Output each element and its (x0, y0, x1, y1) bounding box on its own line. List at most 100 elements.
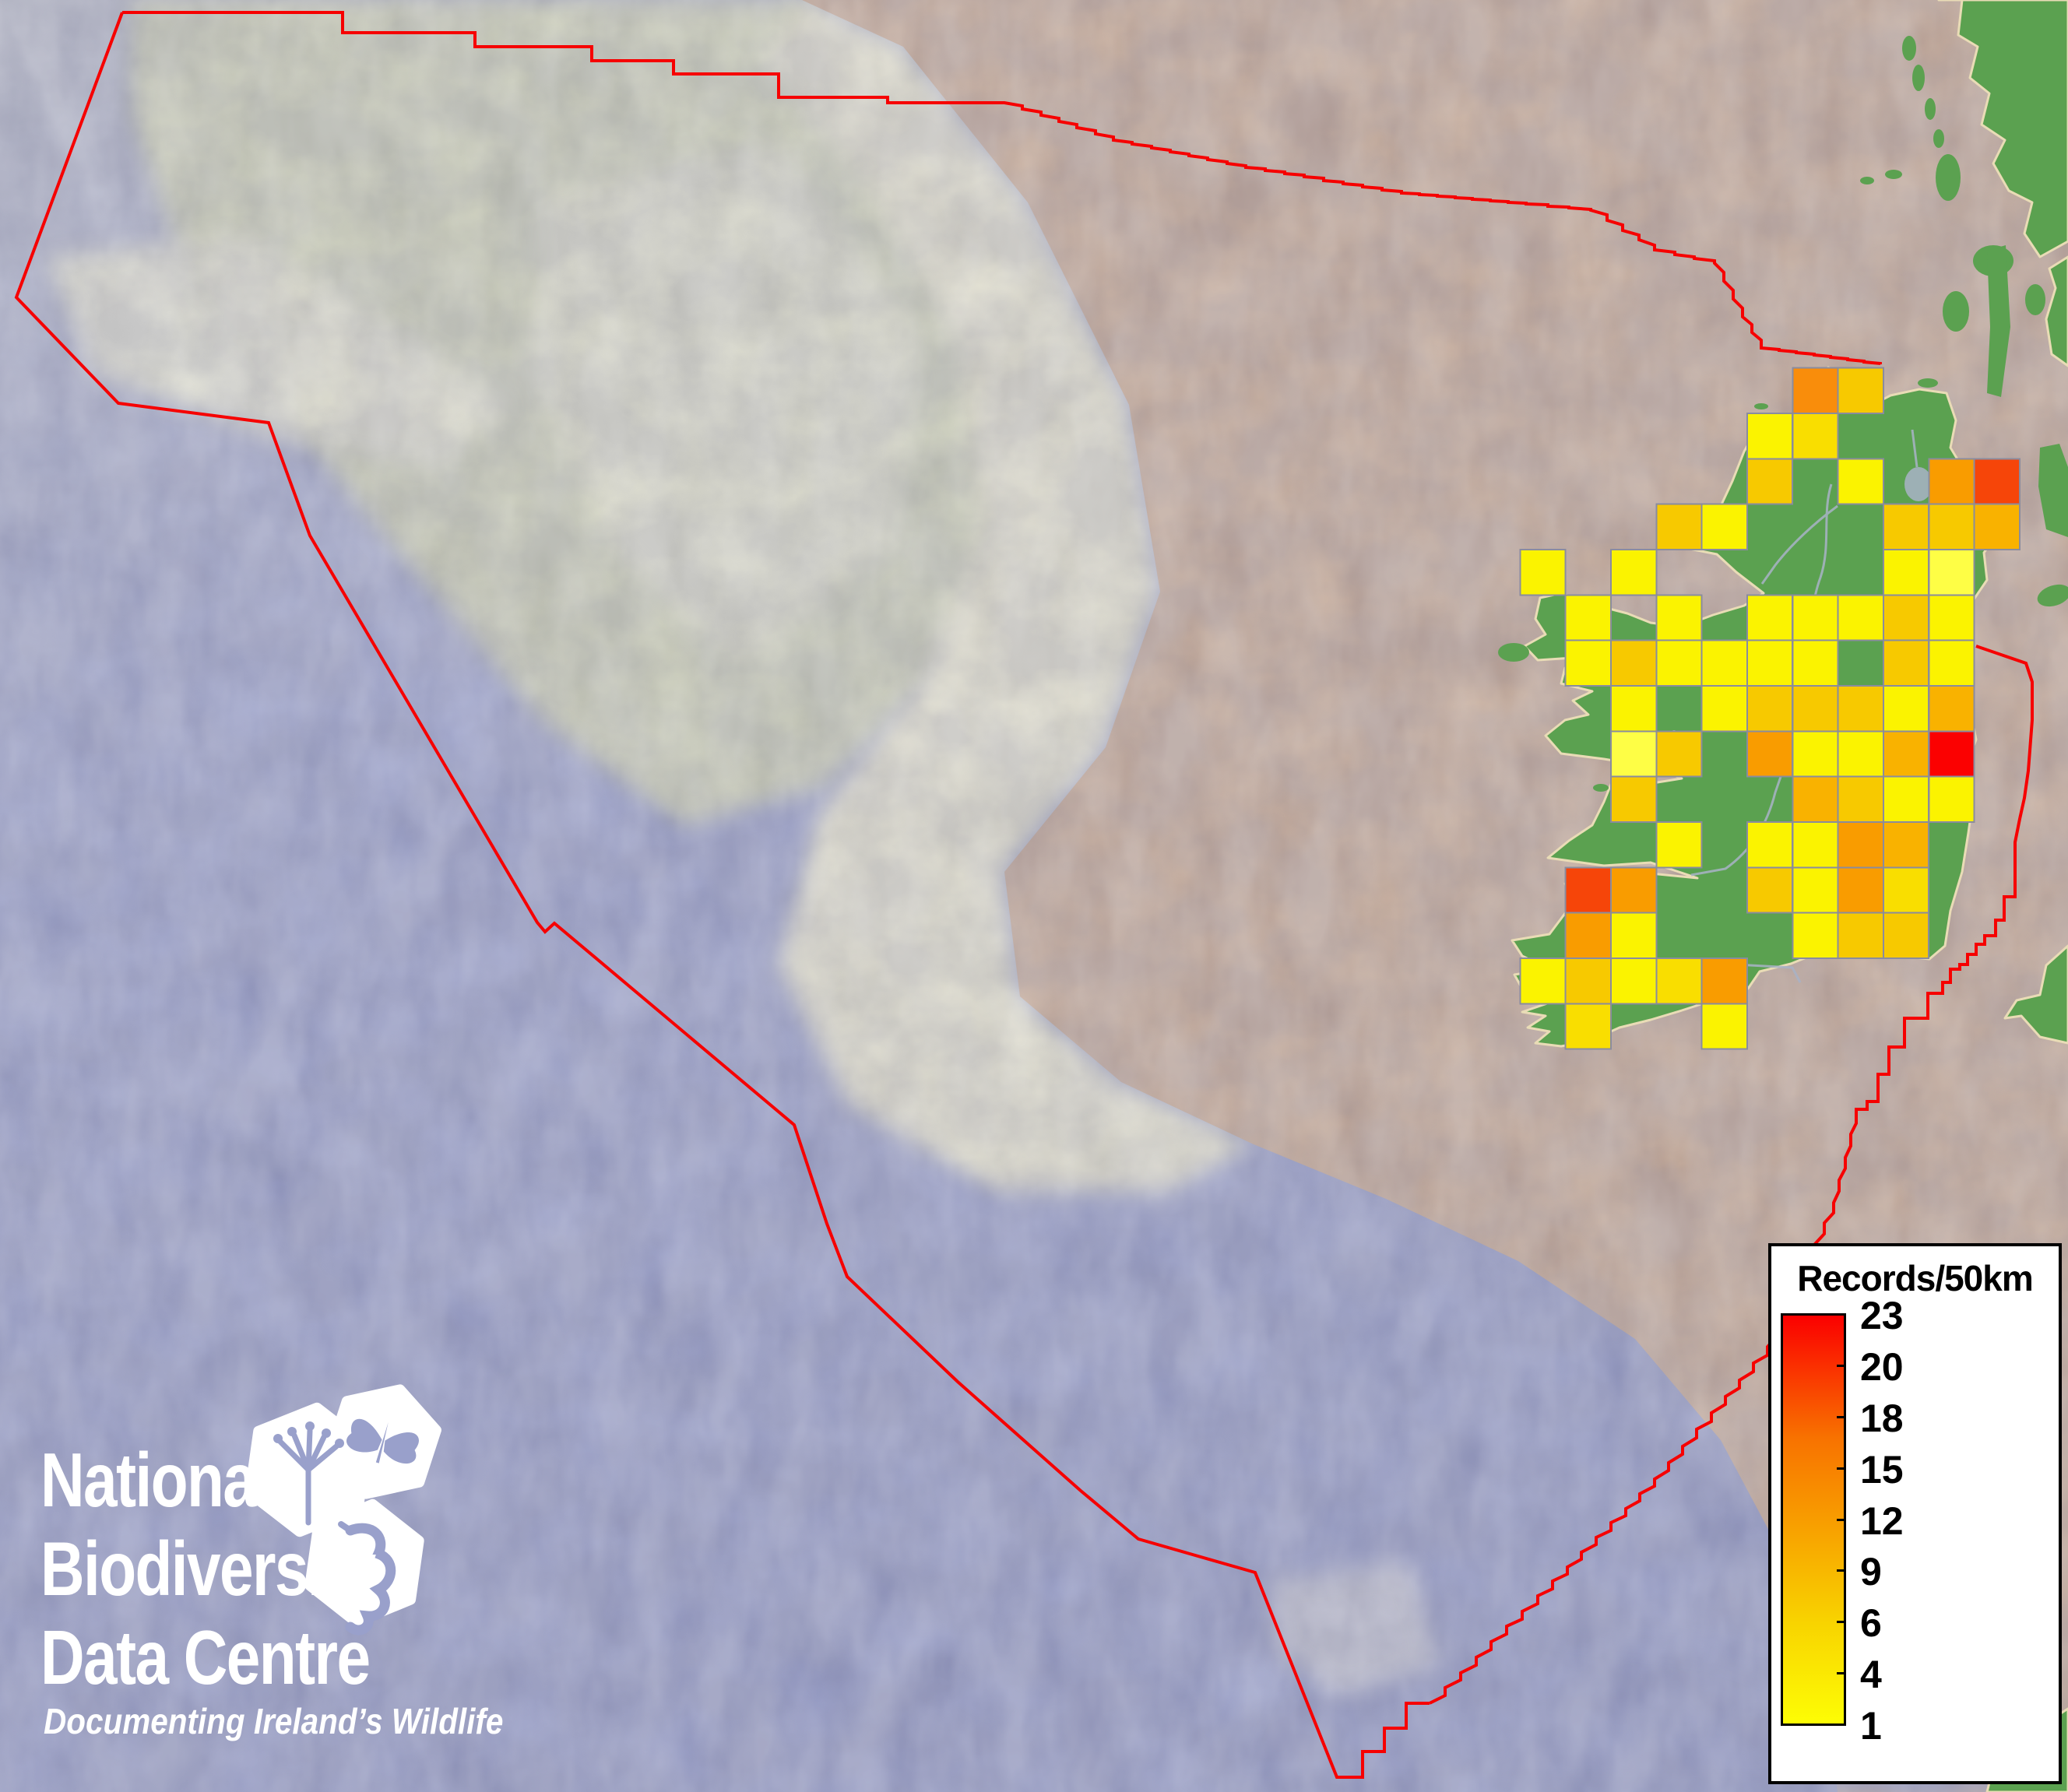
grid-cell (1792, 367, 1839, 415)
grid-cell (1519, 549, 1567, 596)
grid-cell (1928, 503, 1975, 551)
grid-cell (1792, 730, 1839, 778)
grid-cell (1746, 413, 1794, 460)
skye-island (1936, 154, 1961, 201)
grid-cell (1610, 730, 1658, 778)
grid-cell (1928, 730, 1975, 778)
legend-tick-label: 1 (1860, 1704, 1882, 1748)
legend-tick-label: 18 (1860, 1396, 1904, 1440)
isle-of-man (2037, 584, 2068, 607)
grid-cell (1837, 775, 1884, 824)
grid-cell (1837, 866, 1884, 914)
grid-cell (1792, 912, 1839, 960)
grid-cell (1792, 775, 1839, 824)
legend-tick-label: 6 (1860, 1601, 1882, 1646)
grid-cell (1746, 685, 1794, 733)
logo-line-1: National (40, 1437, 273, 1523)
logo-line-3: Data Centre (40, 1615, 371, 1700)
logo-line-2: Biodiversity (40, 1526, 376, 1611)
grid-cell (1746, 866, 1794, 914)
legend-tick-mark (1837, 1621, 1846, 1624)
butterfly-icon (346, 1418, 419, 1463)
eez-boundary-west-line (14, 12, 1430, 1779)
legend-tick-label: 15 (1860, 1447, 1904, 1492)
grid-cell (1610, 957, 1658, 1005)
grid-cell (1655, 503, 1703, 551)
grid-cell (1564, 866, 1612, 914)
hebrides-island (1933, 129, 1944, 148)
grid-cell (1610, 775, 1658, 824)
aran-island (1593, 784, 1609, 792)
wales-landmass (2003, 944, 2068, 1045)
grid-cell (1837, 912, 1884, 960)
grid-cell (1882, 821, 1930, 869)
legend-tick-label: 9 (1860, 1550, 1882, 1594)
legend-tick-mark (1837, 1518, 1846, 1521)
legend-tick-label: 12 (1860, 1499, 1904, 1543)
kintyre-peninsula (2038, 444, 2068, 537)
grid-cell (1837, 458, 1884, 505)
legend-tick-mark (1837, 1467, 1846, 1470)
grid-cell (1882, 594, 1930, 641)
grid-cell (1655, 821, 1703, 869)
legend-tick-label: 23 (1860, 1294, 1904, 1337)
grid-cell (1792, 594, 1839, 641)
grid-cell (1700, 1003, 1748, 1050)
grid-cell (1837, 685, 1884, 733)
grid-cell (1792, 821, 1839, 869)
grid-cell (1655, 594, 1703, 641)
grid-cell (1882, 503, 1930, 551)
grid-cell (1746, 639, 1794, 687)
grid-cell (1882, 775, 1930, 824)
grid-cell (1837, 594, 1884, 641)
grid-cell (1746, 730, 1794, 778)
legend-tick-label: 4 (1860, 1653, 1882, 1697)
jura-island (1987, 245, 2010, 397)
hebrides-island (1925, 98, 1936, 120)
scotland-coast-south (2045, 255, 2068, 367)
grid-cell (1973, 458, 2021, 505)
grid-cell (1655, 957, 1703, 1005)
grid-cell (1882, 912, 1930, 960)
grid-cell (1610, 912, 1658, 960)
grid-cell (1746, 458, 1794, 505)
grid-cell (1610, 639, 1658, 687)
grid-cell (1610, 549, 1658, 596)
islay-island (1943, 291, 1969, 332)
grid-cell (1882, 685, 1930, 733)
seahorse-icon (338, 1521, 396, 1636)
legend-tick-mark (1837, 1569, 1846, 1572)
legend-colorbar (1781, 1313, 1846, 1726)
grid-cell (1882, 866, 1930, 914)
hebrides-island (1860, 177, 1874, 184)
hebrides-island (1912, 65, 1925, 91)
grid-cell (1928, 775, 1975, 824)
grid-cell (1564, 594, 1612, 641)
grid-cell (1837, 367, 1884, 415)
legend-tick-mark (1837, 1364, 1846, 1367)
eez-boundary-north-line (122, 11, 1882, 365)
grid-cell (1928, 639, 1975, 687)
legend-tick-label: 20 (1860, 1344, 1904, 1389)
grid-cell (1882, 549, 1930, 596)
grid-cell (1700, 957, 1748, 1005)
lough-neagh (1904, 467, 1933, 501)
grid-cell (1564, 957, 1612, 1005)
grid-cell (1610, 866, 1658, 914)
grid-cell (1655, 730, 1703, 778)
grid-cell (1837, 730, 1884, 778)
grid-cell (1564, 912, 1612, 960)
logo-tagline: Documenting Ireland’s Wildlife (44, 1701, 504, 1741)
tory-island (1754, 403, 1768, 409)
grid-cell (1564, 1003, 1612, 1050)
grid-cell (1700, 639, 1748, 687)
legend-title: Records/50km (1797, 1258, 2034, 1298)
records-heat-grid (1519, 367, 2021, 1050)
river-erne (1760, 504, 1838, 585)
scotland-landmass (1937, 0, 2068, 258)
grid-cell (1519, 957, 1567, 1005)
hexagon-shape (304, 1499, 424, 1628)
grid-cell (1792, 685, 1839, 733)
grid-cell (1928, 594, 1975, 641)
legend-panel: Records/50km 23 20 18 15 12 9 6 4 1 (1768, 1243, 2062, 1784)
